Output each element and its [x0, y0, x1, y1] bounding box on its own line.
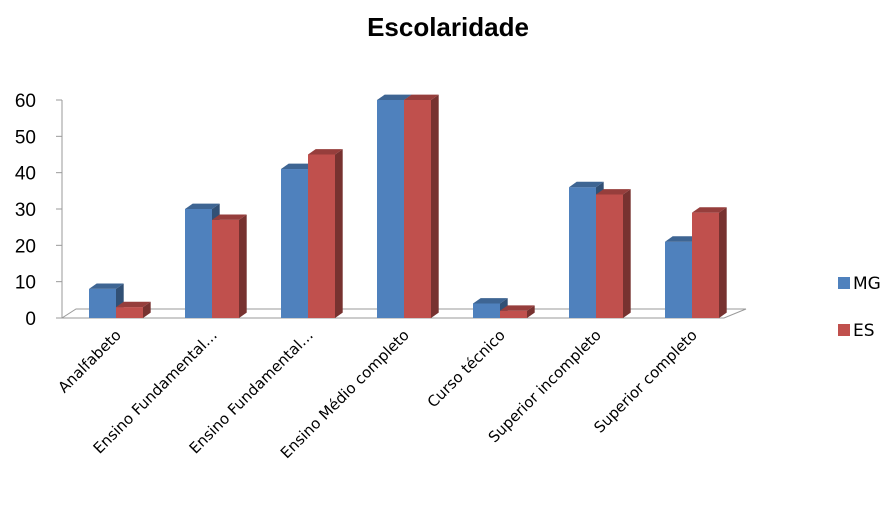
bar-top [185, 203, 220, 209]
legend-label-es: ES [853, 321, 875, 341]
bar-side [335, 149, 343, 318]
bar-front [404, 100, 431, 318]
bar-side [143, 301, 151, 318]
bar-es-2 [308, 149, 343, 318]
y-tick-label: 20 [15, 236, 36, 257]
x-category-label: Analfabeto [55, 326, 125, 396]
bar-front [692, 212, 719, 318]
bar-top [569, 181, 604, 188]
bar-top [116, 301, 151, 308]
bar-es-4 [500, 305, 535, 318]
bar-front [281, 169, 308, 318]
bar-es-3 [404, 94, 439, 318]
y-tick-label: 40 [15, 164, 36, 185]
bar-top [308, 149, 343, 155]
bar-top [377, 94, 412, 100]
bar-front [185, 209, 212, 318]
chart-legend: MG ES [838, 274, 881, 341]
y-tick-label: 10 [15, 273, 36, 294]
bar-top [281, 163, 316, 170]
chart-title: Escolaridade [367, 12, 529, 42]
legend-label-mg: MG [853, 274, 881, 294]
bar-front [308, 154, 335, 318]
legend-swatch-es [838, 324, 850, 336]
bar-top [692, 207, 727, 213]
y-tick-label: 30 [15, 200, 36, 221]
bar-es-5 [596, 189, 631, 318]
y-tick-label: 50 [15, 127, 36, 148]
bar-side [623, 189, 631, 318]
bar-side [239, 214, 247, 318]
bar-es-1 [212, 214, 247, 318]
bar-side [431, 94, 439, 318]
bar-es-0 [116, 301, 151, 318]
bar-front [89, 288, 116, 318]
y-axis: 0 10 20 30 40 50 60 [15, 91, 63, 330]
bar-front [377, 100, 404, 318]
bar-side [719, 207, 727, 318]
bar-top [473, 298, 508, 304]
bar-top [665, 236, 700, 242]
chart-bars [89, 94, 727, 318]
bar-front [212, 219, 239, 318]
legend-swatch-mg [838, 277, 850, 289]
bar-front [596, 194, 623, 318]
y-tick-label: 60 [15, 91, 36, 112]
bar-front [116, 307, 143, 318]
bar-top [404, 94, 439, 100]
bar-top [212, 214, 247, 220]
y-tick-label: 0 [25, 309, 36, 330]
bar-top [596, 189, 631, 195]
x-category-label: Curso técnico [424, 326, 509, 411]
bar-front [473, 303, 500, 318]
bar-front [569, 187, 596, 318]
bar-top [500, 305, 535, 311]
bar-side [527, 305, 535, 318]
bar-front [500, 310, 527, 318]
x-category-label: Superior completo [590, 326, 700, 436]
bar-front [665, 241, 692, 318]
bar-es-6 [692, 207, 727, 318]
bar-top [89, 283, 124, 289]
